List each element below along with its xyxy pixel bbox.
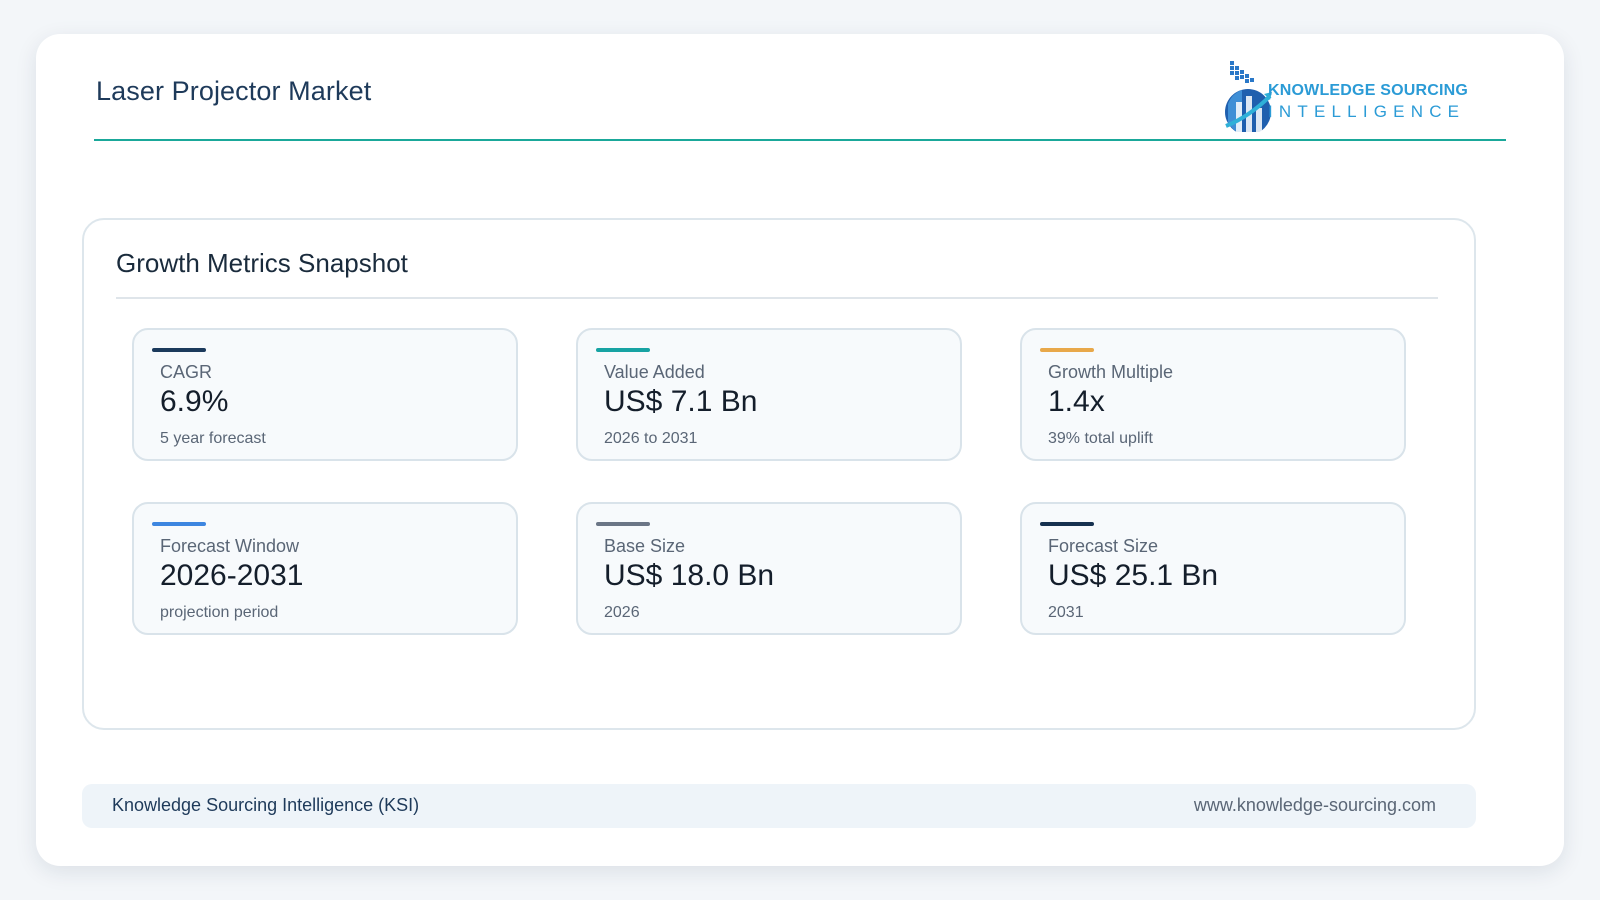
logo-text-line2: INTELLIGENCE — [1268, 102, 1465, 122]
metric-subtext: 39% total uplift — [1048, 430, 1153, 448]
panel-divider — [116, 297, 1438, 299]
page-card: Laser Projector Market KNOWLEDGE SOURCIN… — [36, 34, 1564, 866]
metric-accent-bar — [152, 522, 206, 526]
metric-label: Base Size — [604, 536, 685, 557]
metric-accent-bar — [1040, 348, 1094, 352]
metric-card-cagr: CAGR 6.9% 5 year forecast — [132, 328, 518, 461]
panel-title: Growth Metrics Snapshot — [116, 248, 408, 279]
metric-value: 6.9% — [160, 385, 228, 419]
header-divider — [94, 139, 1506, 141]
metric-value: 1.4x — [1048, 385, 1105, 419]
metric-accent-bar — [596, 348, 650, 352]
metric-subtext: 2026 to 2031 — [604, 430, 697, 448]
metric-subtext: 2026 — [604, 604, 640, 622]
logo-text-line1: KNOWLEDGE SOURCING — [1268, 82, 1468, 100]
metric-label: Forecast Size — [1048, 536, 1158, 557]
metric-accent-bar — [1040, 522, 1094, 526]
footer-company: Knowledge Sourcing Intelligence (KSI) — [112, 795, 419, 816]
metrics-panel: Growth Metrics Snapshot CAGR 6.9% 5 year… — [82, 218, 1476, 730]
page-title: Laser Projector Market — [96, 76, 371, 107]
metric-label: CAGR — [160, 362, 212, 383]
metric-subtext: projection period — [160, 604, 278, 622]
footer-website-link[interactable]: www.knowledge-sourcing.com — [1194, 795, 1436, 816]
metric-card-value-added: Value Added US$ 7.1 Bn 2026 to 2031 — [576, 328, 962, 461]
metric-accent-bar — [596, 522, 650, 526]
metric-value: 2026-2031 — [160, 559, 303, 593]
metric-accent-bar — [152, 348, 206, 352]
metric-subtext: 2031 — [1048, 604, 1084, 622]
metric-card-forecast-window: Forecast Window 2026-2031 projection per… — [132, 502, 518, 635]
metric-card-growth-multiple: Growth Multiple 1.4x 39% total uplift — [1020, 328, 1406, 461]
metric-label: Growth Multiple — [1048, 362, 1173, 383]
metric-value: US$ 18.0 Bn — [604, 559, 774, 593]
metric-value: US$ 7.1 Bn — [604, 385, 757, 419]
metric-card-forecast-size: Forecast Size US$ 25.1 Bn 2031 — [1020, 502, 1406, 635]
footer: Knowledge Sourcing Intelligence (KSI) ww… — [82, 784, 1476, 828]
metric-label: Forecast Window — [160, 536, 299, 557]
metric-card-base-size: Base Size US$ 18.0 Bn 2026 — [576, 502, 962, 635]
metric-value: US$ 25.1 Bn — [1048, 559, 1218, 593]
metric-label: Value Added — [604, 362, 705, 383]
metric-subtext: 5 year forecast — [160, 430, 266, 448]
